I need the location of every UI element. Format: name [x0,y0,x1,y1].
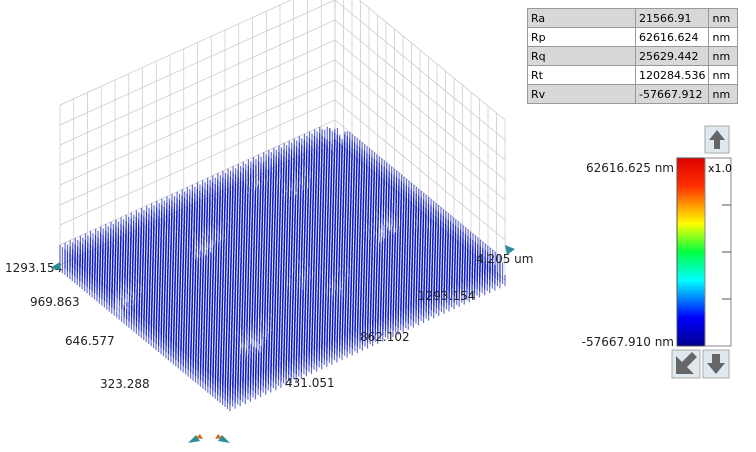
viewer: 1293.154969.863646.577323.288431.051862.… [0,0,756,452]
grid-line [60,20,505,160]
app-window: Ra21566.91nmRp62616.624nmRq25629.442nmRt… [0,0,756,452]
grid-line [60,0,505,120]
surface-3d [60,72,505,411]
grid-line [60,60,505,200]
grid-line [60,40,505,180]
grid-line [60,0,505,140]
